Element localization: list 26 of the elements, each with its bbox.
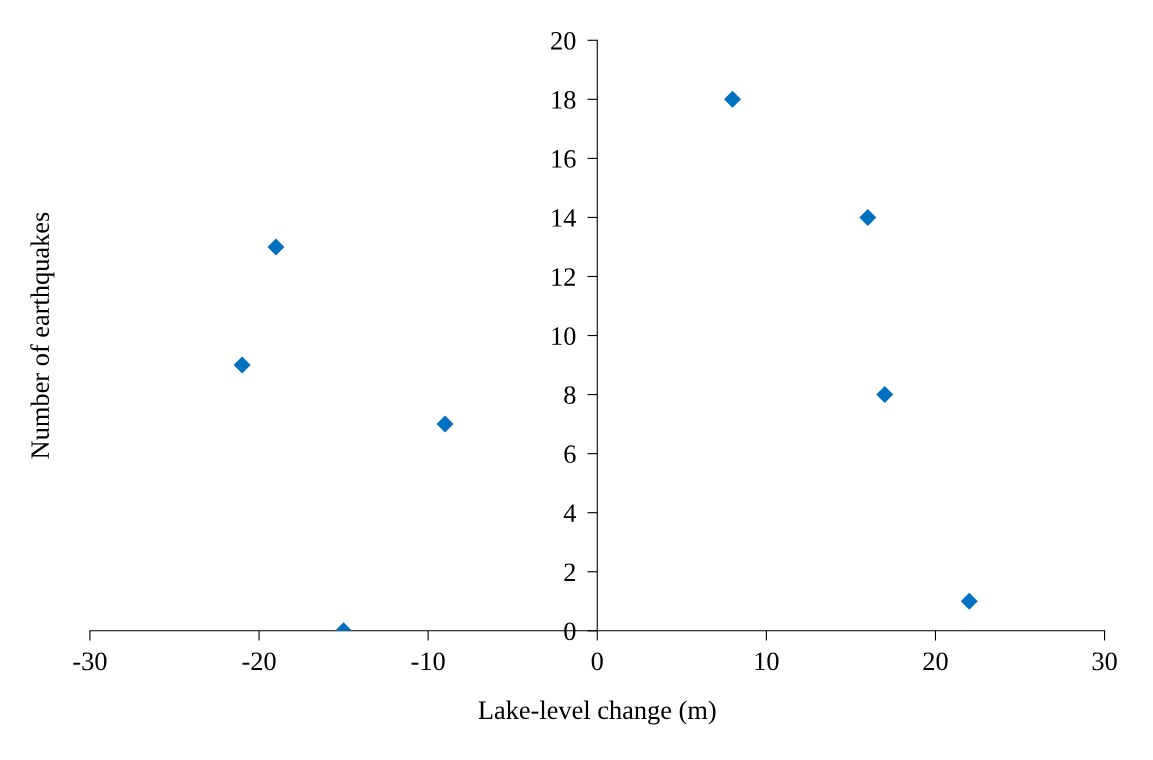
y-tick-label: 4 [563,504,577,522]
x-tick-label: 10 [755,652,779,671]
point [436,415,454,433]
x-tick-label: 30 [1092,652,1117,671]
y-tick-label: 10 [552,327,576,345]
point [233,356,251,374]
point [960,592,978,610]
y-tick-label: 6 [564,445,576,464]
y-tick-label: 16 [552,150,576,168]
y-tick-label: 12 [552,268,575,286]
y-tick-label: 18 [552,90,576,109]
point [859,208,877,226]
x-tick-label: -10 [411,652,445,671]
y-tick-label: 8 [564,386,576,405]
x-tick-label: -20 [242,652,276,671]
y-tick-label: 14 [552,209,577,227]
y-axis-title: Number of earthquakes [30,212,55,459]
y-tick-label: 2 [564,563,575,581]
x-tick-label: 0 [591,652,603,671]
point [876,386,894,404]
point [724,90,742,108]
x-tick-label: 20 [923,652,948,671]
x-axis-title: Lake-level change (m) [478,700,716,725]
point [267,238,285,256]
y-tick-label: 20 [551,31,576,50]
x-tick-label: -30 [73,652,107,671]
